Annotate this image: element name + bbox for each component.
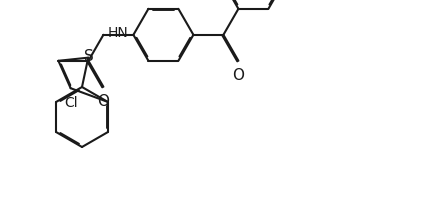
Text: O: O: [232, 68, 244, 83]
Text: Cl: Cl: [64, 96, 77, 110]
Text: S: S: [84, 49, 94, 64]
Text: O: O: [97, 94, 110, 109]
Text: HN: HN: [107, 26, 128, 40]
